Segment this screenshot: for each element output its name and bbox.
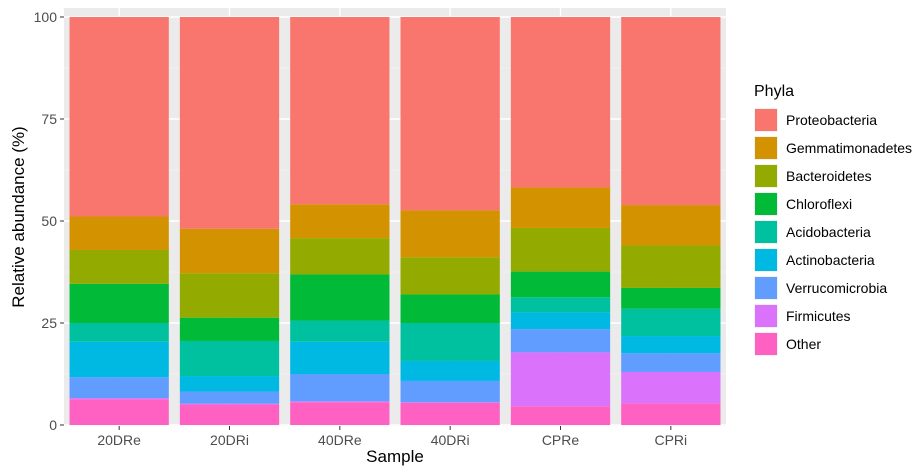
legend-label-verrucomicrobia: Verrucomicrobia bbox=[786, 280, 887, 296]
bar-segment-verrucomicrobia-20dri bbox=[179, 391, 280, 404]
bar-segment-gemmatimonadetes-cpri bbox=[621, 205, 721, 246]
x-tick-label: CPRi bbox=[654, 432, 687, 448]
bar-segment-acidobacteria-40dre bbox=[290, 320, 390, 342]
y-tick-label: 0 bbox=[49, 417, 57, 433]
bar-segment-firmicutes-20dre bbox=[69, 398, 169, 400]
legend-key-proteobacteria bbox=[755, 109, 777, 131]
bar-segment-actinobacteria-40dre bbox=[290, 341, 390, 374]
bar-segment-bacteroidetes-40dri bbox=[400, 257, 500, 295]
bar-segment-firmicutes-40dri bbox=[400, 402, 500, 403]
y-tick-label: 75 bbox=[41, 111, 57, 127]
bar-segment-firmicutes-20dri bbox=[179, 403, 280, 405]
x-tick-label: 20DRi bbox=[210, 432, 249, 448]
bar-segment-firmicutes-cpri bbox=[621, 371, 721, 404]
bar-segment-proteobacteria-cpre bbox=[510, 17, 611, 188]
bar-segment-acidobacteria-20dre bbox=[69, 323, 169, 342]
bar-segment-verrucomicrobia-20dre bbox=[69, 377, 169, 399]
legend-label-other: Other bbox=[786, 336, 821, 352]
bar-segment-verrucomicrobia-40dre bbox=[290, 374, 390, 402]
x-tick-label: 40DRe bbox=[318, 432, 362, 448]
x-axis-title: Sample bbox=[366, 447, 424, 466]
legend-key-gemmatimonadetes bbox=[755, 137, 777, 159]
bar-segment-chloroflexi-40dre bbox=[290, 274, 390, 321]
bar-segment-proteobacteria-40dre bbox=[290, 17, 390, 205]
legend-label-proteobacteria: Proteobacteria bbox=[786, 112, 877, 128]
bar-segment-other-20dre bbox=[69, 399, 169, 425]
bar-segment-proteobacteria-40dri bbox=[400, 17, 500, 211]
plot-panel bbox=[64, 8, 726, 426]
bar-segment-acidobacteria-40dri bbox=[400, 323, 500, 361]
bar-segment-gemmatimonadetes-40dre bbox=[290, 204, 390, 239]
bar-segment-other-cpri bbox=[621, 403, 721, 425]
bar-segment-bacteroidetes-cpre bbox=[510, 227, 611, 272]
x-tick-label: 40DRi bbox=[431, 432, 470, 448]
legend-label-bacteroidetes: Bacteroidetes bbox=[786, 168, 872, 184]
bar-segment-actinobacteria-cpri bbox=[621, 336, 721, 354]
bar-segment-other-40dre bbox=[290, 402, 390, 425]
bar-segment-proteobacteria-20dri bbox=[179, 17, 280, 229]
bar-segment-acidobacteria-cpre bbox=[510, 297, 611, 313]
y-axis-title: Relative abundance (%) bbox=[9, 126, 28, 307]
bar-segment-firmicutes-40dre bbox=[290, 401, 390, 403]
legend-key-acidobacteria bbox=[755, 221, 777, 243]
legend: Phyla Proteobacteria Gemmatimonadetes Bact… bbox=[754, 83, 912, 356]
x-axis: 20DRe 20DRi 40DRe 40DRi CPRe CPRi bbox=[97, 426, 687, 448]
bar-segment-acidobacteria-cpri bbox=[621, 308, 721, 337]
legend-label-firmicutes: Firmicutes bbox=[786, 308, 851, 324]
legend-label-chloroflexi: Chloroflexi bbox=[786, 196, 852, 212]
bar-segment-verrucomicrobia-cpri bbox=[621, 353, 721, 372]
legend-key-other bbox=[755, 333, 777, 355]
legend-label-acidobacteria: Acidobacteria bbox=[786, 224, 871, 240]
bar-segment-acidobacteria-20dri bbox=[179, 340, 280, 377]
y-axis: 0 25 50 75 100 bbox=[34, 9, 64, 433]
bar-segment-bacteroidetes-40dre bbox=[290, 238, 390, 275]
bar-segment-chloroflexi-20dri bbox=[179, 317, 280, 341]
y-tick-label: 25 bbox=[41, 315, 57, 331]
bar-segment-chloroflexi-cpri bbox=[621, 287, 721, 309]
bar-segment-verrucomicrobia-cpre bbox=[510, 329, 611, 353]
bar-segment-firmicutes-cpre bbox=[510, 352, 611, 407]
bar-segment-gemmatimonadetes-20dri bbox=[179, 228, 280, 274]
bar-segment-chloroflexi-40dri bbox=[400, 294, 500, 323]
bar-segment-bacteroidetes-20dri bbox=[179, 273, 280, 318]
bar-segment-gemmatimonadetes-20dre bbox=[69, 216, 169, 250]
bar-segment-other-cpre bbox=[510, 406, 611, 425]
bar-segment-bacteroidetes-cpri bbox=[621, 245, 721, 288]
bar-segment-actinobacteria-20dre bbox=[69, 341, 169, 378]
legend-key-verrucomicrobia bbox=[755, 277, 777, 299]
bar-segment-chloroflexi-20dre bbox=[69, 283, 169, 323]
bar-segment-gemmatimonadetes-cpre bbox=[510, 187, 611, 228]
x-tick-label: CPRe bbox=[542, 432, 580, 448]
legend-key-actinobacteria bbox=[755, 249, 777, 271]
y-tick-label: 100 bbox=[34, 9, 58, 25]
bar-segment-actinobacteria-40dri bbox=[400, 360, 500, 381]
bar-segment-verrucomicrobia-40dri bbox=[400, 380, 500, 403]
legend-key-chloroflexi bbox=[755, 193, 777, 215]
bar-segment-actinobacteria-cpre bbox=[510, 312, 611, 330]
bar-segment-actinobacteria-20dri bbox=[179, 376, 280, 392]
bar-segment-other-40dri bbox=[400, 402, 500, 425]
bars bbox=[69, 17, 721, 425]
bar-segment-proteobacteria-20dre bbox=[69, 17, 169, 217]
bar-segment-proteobacteria-cpri bbox=[621, 17, 721, 206]
y-tick-label: 50 bbox=[41, 213, 57, 229]
bar-segment-gemmatimonadetes-40dri bbox=[400, 210, 500, 258]
bar-segment-other-20dri bbox=[179, 404, 280, 425]
bar-segment-bacteroidetes-20dre bbox=[69, 249, 169, 284]
legend-key-bacteroidetes bbox=[755, 165, 777, 187]
bar-segment-chloroflexi-cpre bbox=[510, 271, 611, 298]
x-tick-label: 20DRe bbox=[97, 432, 141, 448]
legend-label-gemmatimonadetes: Gemmatimonadetes bbox=[786, 140, 912, 156]
legend-key-firmicutes bbox=[755, 305, 777, 327]
legend-label-actinobacteria: Actinobacteria bbox=[786, 252, 875, 268]
legend-title: Phyla bbox=[754, 83, 794, 100]
